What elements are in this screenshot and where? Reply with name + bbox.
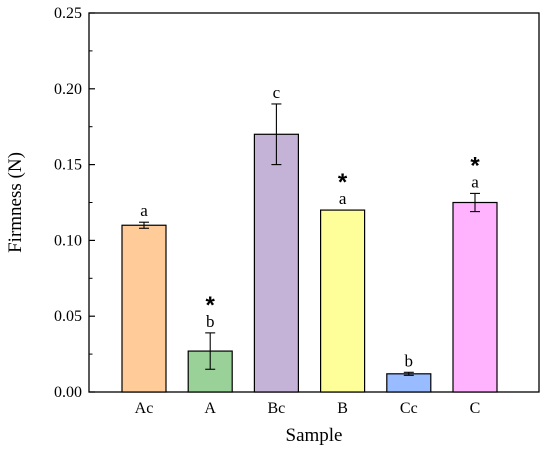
y-tick-label: 0.20 (54, 81, 82, 98)
significance-letter: c (273, 83, 281, 102)
significance-letter: b (206, 312, 215, 331)
significance-letter: a (339, 189, 347, 208)
significance-letter: b (405, 351, 414, 370)
bar (121, 224, 167, 393)
bar (386, 373, 432, 393)
significance-letter: a (471, 172, 479, 191)
significance-annotations: ab*ca*ba* (140, 83, 480, 370)
y-axis: 0.00 0.05 0.10 0.15 0.20 0.25 (54, 5, 95, 401)
significance-star: * (470, 152, 480, 179)
x-axis-label: Sample (286, 425, 343, 446)
x-tick-label: Ac (135, 400, 154, 417)
significance-star: * (206, 292, 216, 319)
bar (253, 133, 299, 393)
y-axis-label: Firmness (N) (5, 152, 26, 253)
y-tick-label: 0.15 (54, 157, 82, 174)
y-tick-label: 0.00 (54, 384, 82, 401)
x-tick-label: A (204, 400, 216, 417)
bars (121, 133, 498, 393)
y-tick-label: 0.25 (54, 5, 82, 22)
y-tick-label: 0.05 (54, 308, 82, 325)
significance-star: * (338, 169, 348, 196)
y-tick-label: 0.10 (54, 232, 82, 249)
x-tick-label: B (337, 400, 348, 417)
x-tick-label: Cc (400, 400, 418, 417)
x-tick-label: Bc (268, 400, 286, 417)
x-tick-label: C (470, 400, 481, 417)
significance-letter: a (140, 201, 148, 220)
bar (320, 209, 366, 393)
error-bars (139, 103, 480, 376)
bar (452, 201, 498, 393)
